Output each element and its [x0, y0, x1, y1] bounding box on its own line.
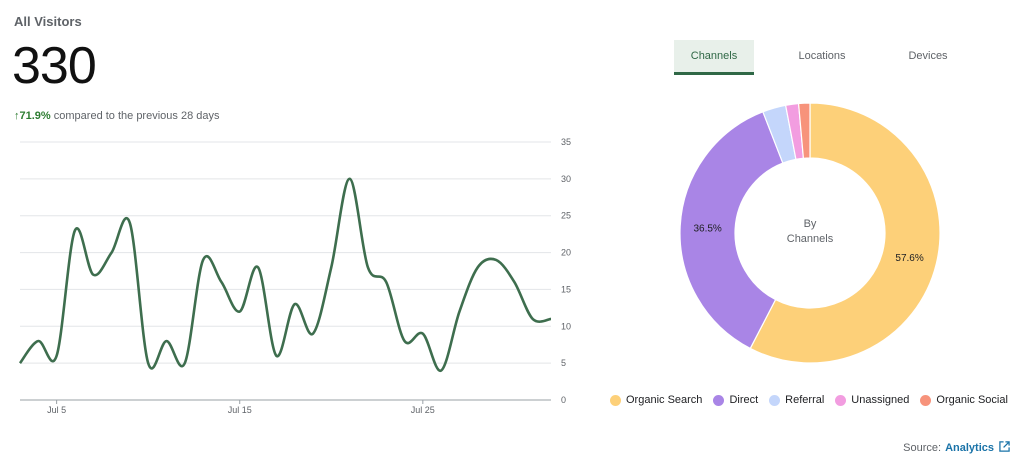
tab-devices[interactable]: Devices: [908, 50, 948, 62]
legend-label: Unassigned: [851, 394, 910, 406]
y-tick-label: 30: [561, 174, 571, 184]
change-summary: ↑71.9% compared to the previous 28 days: [14, 110, 219, 122]
x-tick-label: Jul 25: [411, 405, 435, 415]
donut-legend: Organic Search Direct Referral Unassigne…: [610, 394, 1019, 406]
y-tick-label: 15: [561, 284, 571, 294]
y-tick-label: 20: [561, 248, 571, 258]
legend-swatch: [713, 394, 725, 406]
source-label: Source:: [903, 442, 942, 454]
analytics-link[interactable]: Analytics: [945, 442, 994, 454]
visitor-total: 330: [12, 37, 97, 95]
y-tick-label: 0: [561, 395, 566, 405]
legend-item-unassigned[interactable]: Unassigned: [835, 394, 909, 406]
page-title: All Visitors: [14, 14, 82, 29]
donut-slice: [749, 102, 941, 364]
donut-slice: [679, 111, 784, 350]
legend-item-organic-search[interactable]: Organic Search: [610, 394, 702, 406]
change-percent: 71.9%: [19, 110, 51, 122]
donut-slice: [797, 102, 811, 159]
source-attribution: Source: Analytics: [903, 441, 1010, 455]
slice-value-label: 36.5%: [693, 224, 721, 235]
legend-item-organic-social[interactable]: Organic Social: [920, 394, 1008, 406]
change-arrow-icon: ↑: [14, 110, 20, 122]
legend-item-referral[interactable]: Referral: [769, 394, 824, 406]
external-link-icon[interactable]: [999, 441, 1010, 455]
slice-value-label: 57.6%: [895, 253, 923, 264]
y-tick-label: 35: [561, 137, 571, 147]
legend-swatch: [920, 394, 932, 406]
x-tick-label: Jul 5: [47, 405, 66, 415]
y-tick-label: 10: [561, 321, 571, 331]
channels-donut-chart: 57.6% 36.5% By Channels: [679, 102, 941, 364]
donut-center-label: By: [804, 218, 817, 230]
donut-center-label: Channels: [787, 233, 834, 245]
legend-label: Direct: [729, 394, 759, 406]
legend-label: Referral: [785, 394, 825, 406]
visitors-line-chart: 0 5 10 15 20 25 30 35 Jul 5 Jul 15 Jul 25: [18, 137, 571, 415]
legend-swatch: [835, 394, 847, 406]
legend-swatch: [610, 394, 621, 406]
change-text: compared to the previous 28 days: [53, 110, 220, 122]
x-tick-label: Jul 15: [228, 405, 252, 415]
y-tick-label: 5: [561, 358, 566, 368]
tab-channels[interactable]: Channels: [674, 40, 754, 75]
legend-label: Organic Social: [936, 394, 1008, 406]
visitors-series-line: [18, 177, 552, 372]
y-tick-label: 25: [561, 211, 571, 221]
breakdown-tabs: Channels Locations Devices: [674, 40, 994, 75]
legend-swatch: [769, 394, 781, 406]
legend-label: Organic Search: [626, 394, 703, 406]
legend-item-direct[interactable]: Direct: [713, 394, 758, 406]
tab-locations[interactable]: Locations: [798, 50, 846, 62]
